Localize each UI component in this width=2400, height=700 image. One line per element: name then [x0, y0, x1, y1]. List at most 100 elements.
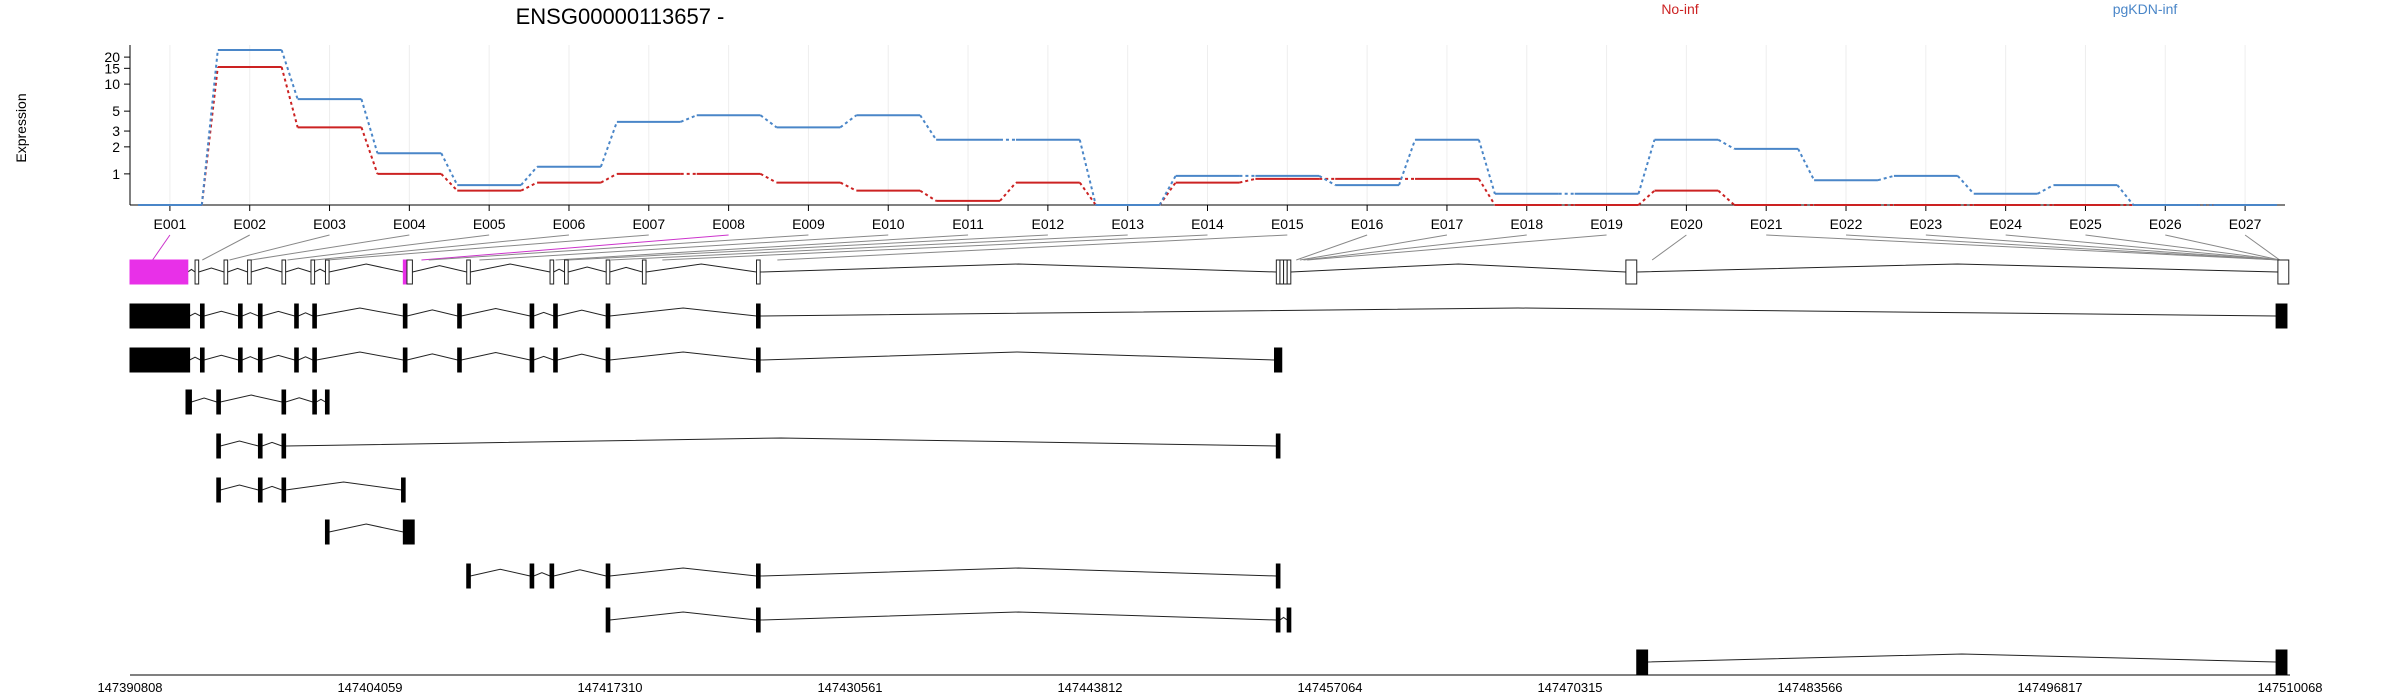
intron-6-1	[220, 484, 259, 491]
series-0-step-e017	[1477, 178, 1496, 206]
intron-3-9	[533, 355, 554, 361]
series-1-step-e003	[360, 98, 379, 154]
chart-title: ENSG00000113657 -	[516, 4, 725, 29]
connector-e020	[1651, 234, 1687, 261]
exon-1-9	[406, 259, 413, 285]
intron-9-2	[760, 611, 1277, 621]
intron-4-3	[285, 397, 313, 403]
exon-2-12	[756, 303, 761, 329]
exon-6-3	[281, 477, 287, 503]
intron-3-11	[609, 351, 757, 361]
intron-1-20	[1636, 263, 2278, 273]
exon-2-13	[2275, 303, 2288, 329]
connector-e014	[662, 234, 1208, 261]
series-1-step-e004	[440, 152, 459, 186]
series-1-step-e007	[680, 114, 698, 123]
exon-label-e019: E019	[1590, 216, 1623, 232]
intron-1-4	[251, 267, 283, 273]
exon-8-6	[1275, 563, 1281, 589]
exon-1-18	[1283, 259, 1288, 285]
exon-7-2	[402, 519, 415, 545]
connector-e006	[314, 234, 570, 261]
series-1-step-e013	[1158, 175, 1177, 206]
exon-1-14	[641, 259, 647, 285]
y-tick-label-15: 15	[104, 60, 120, 76]
exon-label-e024: E024	[1989, 216, 2022, 232]
intron-5-3	[285, 437, 1277, 447]
intron-8-2	[533, 572, 551, 577]
genomic-coordinate-axis: 147390808 147404059 147417310 147430561 1474…	[97, 674, 2323, 695]
exon-2-7	[402, 303, 408, 329]
transcript-9	[605, 607, 1292, 633]
connector-e008	[421, 234, 729, 261]
exon-3-3	[238, 347, 243, 373]
y-tick-label-2: 2	[112, 139, 120, 155]
transcript-3	[129, 347, 1283, 373]
connector-e012	[568, 234, 1048, 261]
series-0-step-e006	[600, 172, 618, 184]
connector-e001	[152, 234, 171, 261]
series-1-step-e001	[200, 49, 219, 206]
intron-2-9	[533, 311, 554, 317]
intron-8-3	[553, 569, 607, 577]
exon-1-13	[605, 259, 611, 285]
intron-5-1	[220, 440, 259, 447]
intron-2-11	[609, 307, 757, 317]
series-1-step-e024	[2037, 184, 2055, 195]
exon-label-e010: E010	[872, 216, 905, 232]
intron-2-5	[298, 312, 313, 317]
transcript-6	[216, 477, 406, 503]
exon-3-1	[129, 347, 191, 373]
exon-3-9	[529, 347, 535, 373]
series-0-step-e003	[360, 127, 379, 175]
exon-4-2	[216, 389, 221, 415]
intron-1-6	[314, 268, 326, 273]
intron-2-4	[261, 310, 295, 317]
exon-label-e011: E011	[952, 216, 984, 232]
exon-label-e018: E018	[1510, 216, 1543, 232]
exon-2-6	[312, 303, 317, 329]
exon-1-8	[402, 259, 408, 285]
intron-1-12	[568, 266, 607, 273]
exon-8-1	[466, 563, 471, 589]
connector-e005	[287, 234, 490, 261]
intron-1-3	[227, 267, 248, 273]
intron-3-5	[298, 356, 313, 361]
exon-label-e020: E020	[1670, 216, 1703, 232]
intron-8-1	[470, 568, 531, 577]
series-1-step-e019	[1637, 139, 1656, 195]
y-tick-label-1: 1	[112, 166, 120, 182]
connector-e010	[479, 234, 889, 261]
transcript-10	[1636, 649, 2288, 675]
intron-3-4	[261, 354, 295, 361]
series-0-step-e002	[280, 66, 299, 128]
intron-3-6	[316, 351, 404, 361]
series-0-step-e008	[760, 172, 777, 184]
exon-label-e026: E026	[2149, 216, 2182, 232]
exon-1-2	[194, 259, 200, 285]
series-no-inf	[138, 66, 2277, 206]
connector-e018	[1303, 234, 1527, 261]
coordinate-label-7: 147483566	[1777, 680, 1842, 695]
connector-e025	[2085, 234, 2280, 261]
intron-2-1	[189, 312, 201, 317]
intron-3-2	[203, 354, 239, 361]
intron-1-10	[470, 263, 551, 273]
intron-4-1	[191, 397, 217, 403]
series-1-step-e020	[1717, 138, 1735, 150]
intron-1-2	[198, 267, 225, 273]
coordinate-label-3: 147430561	[817, 680, 882, 695]
intron-5-2	[261, 441, 283, 447]
intron-3-12	[760, 351, 1275, 361]
connector-e004	[251, 234, 410, 261]
exon-3-13	[1274, 347, 1283, 373]
exon-3-8	[457, 347, 462, 373]
connector-e009	[428, 234, 809, 261]
connector-e015	[777, 234, 1288, 261]
series-0-step-e009	[839, 181, 857, 192]
exon-3-7	[402, 347, 408, 373]
series-0-step-e005	[520, 181, 538, 192]
legend-entry-no-inf: No-inf	[1661, 1, 1698, 17]
exon-5-2	[257, 433, 263, 459]
